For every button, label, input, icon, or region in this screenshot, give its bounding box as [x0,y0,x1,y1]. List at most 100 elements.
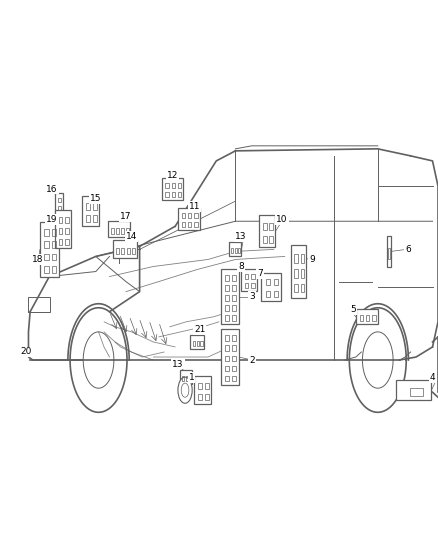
Bar [263,223,266,230]
Bar [233,345,236,351]
Bar [194,214,198,219]
Bar [182,376,184,381]
Text: 16: 16 [46,184,58,193]
Bar [178,183,181,188]
Bar [52,229,56,236]
Bar [162,178,184,200]
Bar [93,204,97,210]
Bar [356,309,378,324]
Bar [197,341,199,346]
Circle shape [178,377,192,403]
Bar [58,198,61,203]
Text: 12: 12 [167,172,178,181]
Bar [52,266,56,273]
Bar [274,279,278,286]
Bar [360,316,363,321]
Bar [65,239,69,245]
Bar [231,248,233,253]
Bar [116,248,119,254]
Text: 9: 9 [309,255,315,264]
Bar [235,248,237,253]
Text: 13: 13 [235,232,247,241]
Bar [194,376,211,404]
Text: 19: 19 [46,215,58,224]
Bar [274,290,278,297]
Bar [266,279,270,286]
Bar [263,236,266,243]
Text: 10: 10 [276,215,288,224]
Bar [269,223,273,230]
Bar [245,274,248,279]
Bar [233,295,236,301]
Bar [230,243,241,256]
Bar [81,196,99,227]
Bar [59,228,62,233]
Bar [221,329,239,385]
Bar [86,204,90,210]
Bar [226,316,229,321]
Bar [189,376,191,381]
Bar [372,316,376,321]
Bar [188,222,191,227]
Bar [178,208,200,230]
Text: 21: 21 [194,325,205,334]
Bar [172,192,175,197]
Bar [251,274,255,279]
Bar [226,305,229,311]
Bar [44,241,49,248]
Text: 2: 2 [249,356,254,365]
Text: 15: 15 [90,193,102,203]
Bar [109,221,131,237]
Bar [233,376,236,381]
Bar [233,316,236,321]
Bar [126,228,129,233]
Bar [226,345,229,351]
Bar [226,356,229,361]
Bar [59,217,62,223]
Bar [52,241,56,248]
Bar [180,370,192,384]
Bar [52,254,56,261]
Bar [233,366,236,371]
Text: 6: 6 [405,245,411,254]
Bar [59,239,62,245]
Bar [172,183,175,188]
Bar [410,388,423,395]
Bar [186,376,187,381]
Bar [86,215,90,222]
Bar [116,228,119,233]
Bar [259,215,276,247]
Bar [300,269,304,278]
Bar [193,341,195,346]
Text: 7: 7 [257,269,263,278]
Text: 1: 1 [189,373,194,382]
Text: 13: 13 [172,360,184,368]
Bar [396,380,431,400]
Text: 5: 5 [350,305,356,314]
Bar [294,269,298,278]
Text: 17: 17 [120,212,132,221]
Bar [226,366,229,371]
Bar [233,285,236,290]
Bar [178,192,181,197]
Bar [233,356,236,361]
Bar [132,248,135,254]
Bar [44,266,49,273]
Bar [55,210,71,248]
Bar [205,383,209,389]
Text: 8: 8 [238,262,244,271]
Bar [226,376,229,381]
Bar [238,248,240,253]
Bar [233,335,236,341]
Bar [58,206,61,211]
Bar [226,285,229,290]
Bar [127,248,130,254]
Bar [113,240,137,259]
Bar [198,394,202,400]
Bar [121,228,124,233]
Bar [165,183,169,188]
Bar [201,341,202,346]
Bar [291,245,306,297]
Text: 14: 14 [126,232,137,241]
Text: 4: 4 [430,373,435,382]
